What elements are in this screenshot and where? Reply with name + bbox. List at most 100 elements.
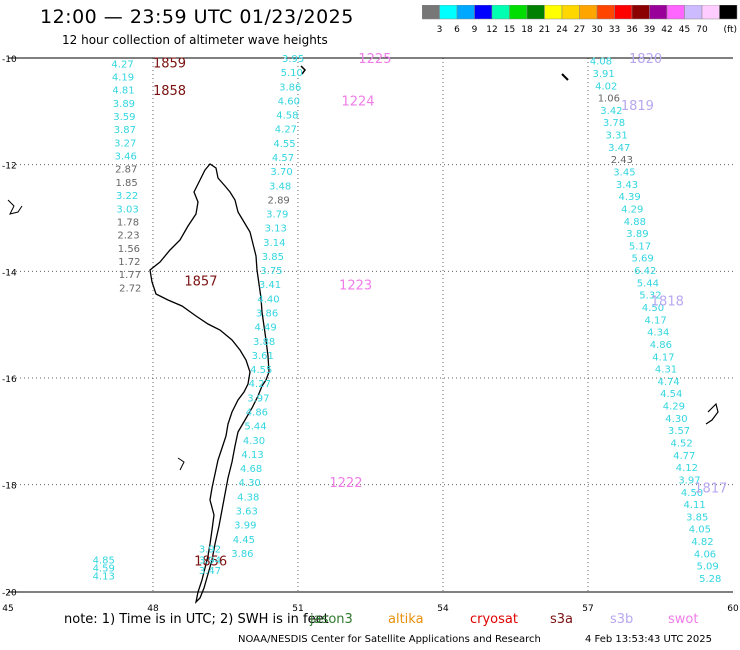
wave-height-value: 3.86 bbox=[279, 82, 301, 93]
track-time-label: 1859 bbox=[153, 56, 186, 71]
wave-height-value: 3.75 bbox=[260, 266, 282, 277]
legend-tick-label: 30 bbox=[591, 25, 603, 35]
longitude-label: 45 bbox=[2, 604, 13, 614]
map-subtitle: 12 hour collection of altimeter wave hei… bbox=[62, 33, 328, 47]
wave-height-value: 4.77 bbox=[673, 451, 695, 462]
wave-height-value: 4.13 bbox=[93, 571, 115, 582]
satellite-altika-label: altika bbox=[388, 612, 424, 627]
wave-height-value: 1.78 bbox=[117, 217, 139, 228]
wave-height-value: 3.87 bbox=[114, 125, 136, 136]
track-time-label: 1223 bbox=[339, 279, 372, 294]
wave-height-value: 5.10 bbox=[281, 68, 303, 79]
legend-tick-label: 3 bbox=[437, 25, 443, 35]
track-time-label: 1222 bbox=[329, 476, 362, 491]
track-time-label: 1820 bbox=[629, 52, 662, 67]
wave-height-value: 3.85 bbox=[686, 512, 708, 523]
wave-height-value: 3.14 bbox=[263, 238, 285, 249]
wave-height-color-legend: 3 6 9 12 15 18 21 24 27 30 33 36 39 42 45 70 (ft) bbox=[422, 5, 738, 35]
wave-height-value: 3.86 bbox=[256, 309, 278, 320]
wave-height-value: 3.88 bbox=[253, 337, 275, 348]
satellite-jason3-label: jason3 bbox=[310, 612, 353, 627]
wave-height-value: 4.11 bbox=[684, 500, 706, 511]
wave-height-value: 4.30 bbox=[239, 478, 261, 489]
wave-height-value: 4.34 bbox=[647, 328, 669, 339]
legend-tick-label: 21 bbox=[539, 25, 550, 35]
wave-height-value: 5.09 bbox=[697, 562, 719, 573]
wave-height-value: 4.57 bbox=[272, 153, 294, 164]
legend-tick-label: 6 bbox=[454, 25, 460, 35]
latitude-label: -10 bbox=[2, 55, 17, 65]
track-time-label: 1819 bbox=[621, 99, 654, 114]
wave-height-value: 4.81 bbox=[112, 86, 134, 97]
wave-height-value: 1.06 bbox=[598, 94, 620, 105]
island-north bbox=[561, 73, 569, 81]
wave-height-value: 5.32 bbox=[639, 291, 661, 302]
credit-text: NOAA/NESDIS Center for Satellite Applica… bbox=[238, 634, 541, 645]
legend-tick-label: 27 bbox=[574, 25, 585, 35]
wave-height-value: 5.28 bbox=[699, 574, 721, 585]
wave-height-value: 6.42 bbox=[634, 266, 656, 277]
legend-tick-label: 70 bbox=[696, 25, 708, 35]
wave-height-value: 5.69 bbox=[632, 254, 654, 265]
wave-height-value: 4.27 bbox=[111, 59, 133, 70]
wave-height-value: 3.70 bbox=[270, 167, 292, 178]
wave-height-value: 4.12 bbox=[676, 463, 698, 474]
wave-height-value: 4.85 bbox=[93, 555, 115, 566]
wave-height-value: 3.86 bbox=[231, 549, 253, 560]
altimeter-track-west: 4.27 4.19 4.81 3.89 3.59 3.87 3.27 3.46 2.87 1.85… bbox=[111, 56, 217, 294]
wave-height-value: 4.54 bbox=[660, 389, 682, 400]
track-time-label: 1858 bbox=[153, 84, 186, 99]
wave-height-value: 3.85 bbox=[262, 252, 284, 263]
wave-height-value: 4.17 bbox=[652, 352, 674, 363]
satellite-swot-label: swot bbox=[668, 612, 699, 627]
wave-height-value: 3.48 bbox=[269, 181, 291, 192]
longitude-label: 60 bbox=[727, 604, 739, 614]
latitude-label: -16 bbox=[2, 375, 17, 385]
wave-height-value: 3.79 bbox=[266, 210, 288, 221]
wave-height-value: 4.13 bbox=[241, 450, 263, 461]
wave-height-value: 3.57 bbox=[668, 426, 690, 437]
wave-height-value: 4.58 bbox=[276, 111, 298, 122]
wave-height-value: 3.46 bbox=[115, 152, 137, 163]
wave-height-value: 5.44 bbox=[637, 278, 659, 289]
wave-height-value: 4.08 bbox=[590, 57, 612, 68]
wave-height-value: 4.27 bbox=[275, 125, 297, 136]
wave-height-value: 3.45 bbox=[613, 168, 635, 179]
wave-height-value: 3.47 bbox=[608, 143, 630, 154]
longitude-label: 48 bbox=[147, 604, 159, 614]
wave-height-value: 4.29 bbox=[663, 402, 685, 413]
wave-height-value: 4.50 bbox=[681, 488, 703, 499]
wave-height-value: 3.97 bbox=[247, 393, 269, 404]
wave-height-value: 3.42 bbox=[600, 106, 622, 117]
wave-height-value: 2.89 bbox=[268, 195, 290, 206]
satellite-cryosat-label: cryosat bbox=[470, 612, 518, 627]
altimeter-track-central: 3.95 5.10 3.86 4.60 4.58 4.27 4.55 4.57 3.70 3.48… bbox=[231, 52, 391, 560]
legend-tick-label: 45 bbox=[679, 25, 690, 35]
wave-height-value: 4.17 bbox=[645, 315, 667, 326]
wave-height-value: 3.94 bbox=[199, 555, 221, 566]
wave-height-value: 4.05 bbox=[689, 525, 711, 536]
wave-height-value: 4.55 bbox=[250, 365, 272, 376]
wave-height-value: 3.92 bbox=[199, 545, 221, 556]
legend-swatch bbox=[719, 5, 738, 20]
wave-height-value: 3.97 bbox=[678, 475, 700, 486]
wave-height-value: 4.45 bbox=[233, 535, 255, 546]
wave-height-value: 3.89 bbox=[113, 99, 135, 110]
wave-height-value: 4.49 bbox=[254, 323, 276, 334]
wave-height-value: 4.30 bbox=[243, 436, 265, 447]
legend-tick-label: 39 bbox=[644, 25, 656, 35]
track-time-label: 1818 bbox=[651, 295, 684, 310]
wave-height-value: 4.29 bbox=[621, 204, 643, 215]
wave-height-value: 4.39 bbox=[618, 192, 640, 203]
legend-tick-label: 15 bbox=[504, 25, 515, 35]
longitude-label: 54 bbox=[437, 604, 449, 614]
wave-height-value: 3.22 bbox=[116, 191, 138, 202]
legend-tick-label: 24 bbox=[556, 25, 568, 35]
satellite-s3a-label: s3a bbox=[550, 612, 574, 627]
wave-height-value: 3.47 bbox=[199, 566, 221, 577]
wave-height-value: 4.27 bbox=[249, 379, 271, 390]
wave-height-value: 4.74 bbox=[658, 377, 680, 388]
track-time-label: 1224 bbox=[341, 95, 374, 110]
generated-timestamp: 4 Feb 13:53:43 UTC 2025 bbox=[585, 634, 712, 645]
